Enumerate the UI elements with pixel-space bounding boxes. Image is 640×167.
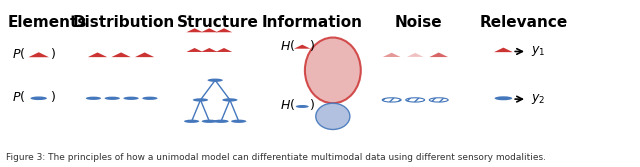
Text: Elements: Elements <box>8 15 87 30</box>
Polygon shape <box>186 28 203 32</box>
Text: Noise: Noise <box>394 15 442 30</box>
Ellipse shape <box>202 120 217 123</box>
Ellipse shape <box>222 98 237 102</box>
Text: $H($: $H($ <box>280 38 295 53</box>
Polygon shape <box>294 45 310 49</box>
Polygon shape <box>494 48 513 52</box>
Text: Structure: Structure <box>177 15 259 30</box>
Ellipse shape <box>406 98 424 102</box>
Ellipse shape <box>296 105 308 108</box>
Text: $P($: $P($ <box>12 89 26 104</box>
Text: Information: Information <box>262 15 363 30</box>
Ellipse shape <box>124 97 139 100</box>
Polygon shape <box>383 53 401 57</box>
Text: Distribution: Distribution <box>73 15 175 30</box>
Ellipse shape <box>207 78 223 82</box>
Text: $)$: $)$ <box>309 38 315 53</box>
Text: Figure 3: The principles of how a unimodal model can differentiate multimodal da: Figure 3: The principles of how a unimod… <box>6 153 547 162</box>
Ellipse shape <box>86 97 101 100</box>
Text: $P($: $P($ <box>12 46 26 61</box>
Ellipse shape <box>382 98 401 102</box>
Text: $)$: $)$ <box>51 89 56 104</box>
Ellipse shape <box>142 97 157 100</box>
Ellipse shape <box>305 38 361 103</box>
Ellipse shape <box>104 97 120 100</box>
Ellipse shape <box>495 96 512 100</box>
Ellipse shape <box>31 97 47 100</box>
Ellipse shape <box>193 98 208 102</box>
Polygon shape <box>201 28 218 32</box>
Polygon shape <box>407 53 424 57</box>
Polygon shape <box>201 48 218 52</box>
Text: $y_1$: $y_1$ <box>531 44 545 58</box>
Polygon shape <box>111 52 131 57</box>
Polygon shape <box>186 48 203 52</box>
Ellipse shape <box>316 103 350 129</box>
Text: $)$: $)$ <box>51 46 56 61</box>
Ellipse shape <box>429 98 448 102</box>
Text: Relevance: Relevance <box>480 15 568 30</box>
Polygon shape <box>28 52 49 57</box>
Polygon shape <box>135 52 154 57</box>
Polygon shape <box>216 48 232 52</box>
Polygon shape <box>216 28 232 32</box>
Ellipse shape <box>184 120 199 123</box>
Text: $y_2$: $y_2$ <box>531 92 545 106</box>
Text: $H($: $H($ <box>280 97 295 112</box>
Ellipse shape <box>213 120 228 123</box>
Ellipse shape <box>231 120 246 123</box>
Text: $)$: $)$ <box>309 97 315 112</box>
Polygon shape <box>88 52 108 57</box>
Polygon shape <box>429 53 448 57</box>
